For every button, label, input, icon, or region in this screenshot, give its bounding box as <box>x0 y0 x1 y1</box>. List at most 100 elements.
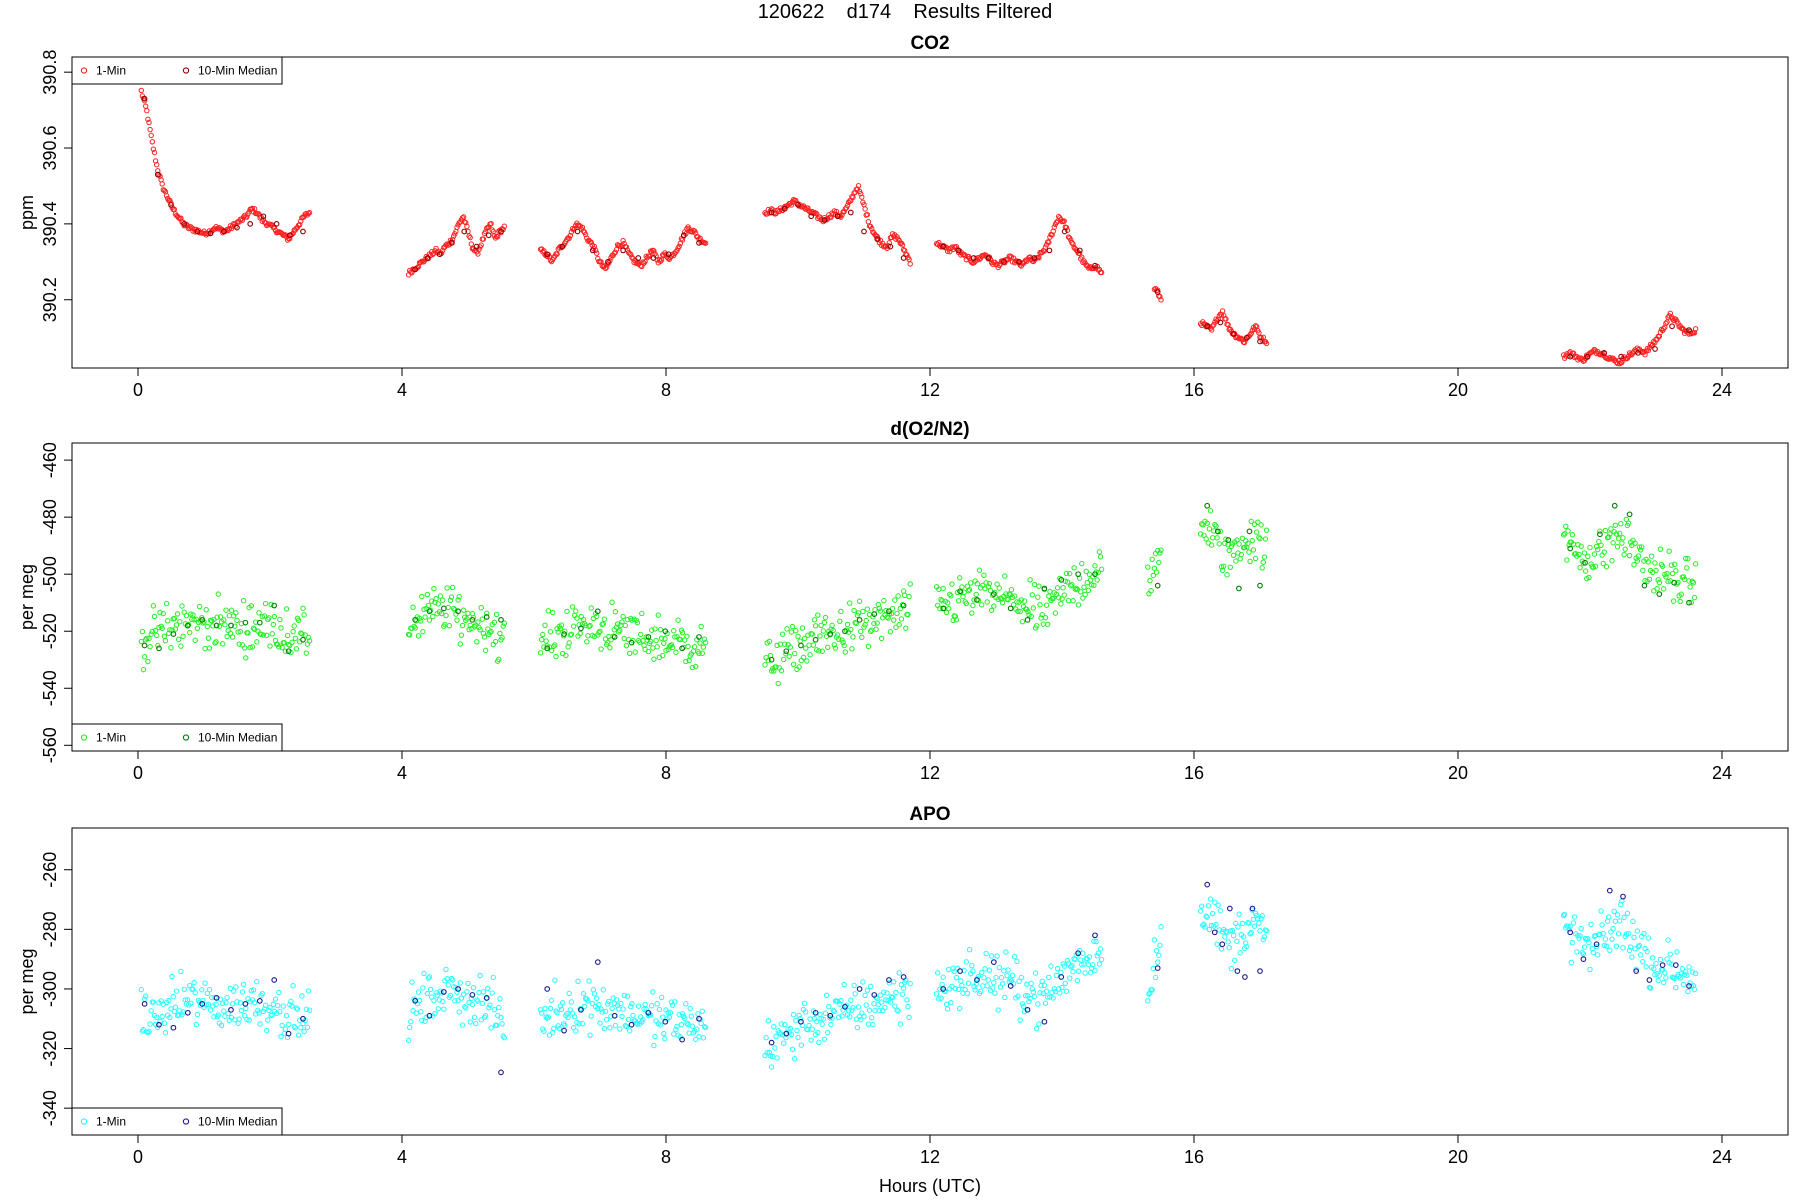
median-point <box>1001 258 1007 265</box>
minute-point <box>893 236 899 242</box>
minute-point <box>1224 929 1230 935</box>
minute-point <box>1684 972 1690 978</box>
minute-point <box>792 650 798 657</box>
minute-point <box>160 610 167 617</box>
minute-point <box>1659 563 1666 569</box>
minute-point <box>588 605 594 611</box>
median-point <box>768 1039 775 1046</box>
minute-point <box>239 989 246 995</box>
minute-point <box>788 629 795 635</box>
minute-point <box>773 1033 779 1040</box>
minute-point <box>1687 980 1693 986</box>
median-point <box>680 232 687 239</box>
apo-legend-marker-1min <box>80 1118 88 1125</box>
minute-point <box>1250 916 1257 923</box>
minute-point <box>1677 598 1683 605</box>
minute-point <box>811 617 818 623</box>
median-point <box>1249 905 1256 912</box>
median-point <box>156 645 162 652</box>
median-point <box>1672 962 1679 968</box>
minute-point <box>1207 896 1214 902</box>
minute-point <box>1602 936 1609 942</box>
median-point <box>970 255 977 261</box>
median-point <box>1641 582 1648 589</box>
minute-point <box>459 1022 466 1028</box>
minute-point <box>936 239 942 246</box>
o2n2-y-tick-label: -560 <box>40 727 60 763</box>
minute-point <box>612 1022 619 1029</box>
median-point <box>990 591 997 597</box>
co2-series-10min-median <box>141 95 1692 360</box>
minute-point <box>181 986 187 993</box>
minute-point <box>599 1009 605 1015</box>
o2n2-series-1min <box>138 508 1699 687</box>
minute-point <box>617 627 623 634</box>
minute-point <box>1615 931 1622 937</box>
minute-point <box>299 631 305 637</box>
minute-point <box>959 982 965 989</box>
minute-point <box>213 639 219 645</box>
minute-point <box>821 619 828 626</box>
minute-point <box>676 1011 682 1018</box>
minute-point <box>628 251 634 258</box>
minute-point <box>1259 565 1265 571</box>
minute-point <box>459 622 466 629</box>
minute-point <box>485 985 491 992</box>
apo-x-tick-label: 24 <box>1712 1147 1732 1167</box>
minute-point <box>152 627 159 634</box>
median-point <box>871 992 878 998</box>
minute-point <box>1635 943 1642 950</box>
median-point <box>561 631 567 637</box>
minute-point <box>842 649 848 655</box>
minute-point <box>803 1009 809 1015</box>
minute-point <box>1237 949 1243 956</box>
minute-point <box>1580 951 1587 957</box>
minute-point <box>662 1035 668 1042</box>
minute-point <box>1620 535 1626 541</box>
minute-point <box>1078 589 1084 595</box>
minute-point <box>894 610 900 617</box>
minute-point <box>305 634 312 641</box>
minute-point <box>1254 912 1260 919</box>
minute-point <box>410 604 416 610</box>
minute-point <box>1222 934 1228 940</box>
minute-point <box>893 989 899 996</box>
minute-point <box>1599 922 1605 928</box>
minute-point <box>179 1012 185 1018</box>
minute-point <box>1244 544 1250 550</box>
minute-point <box>788 1031 795 1038</box>
median-point <box>1656 591 1663 597</box>
minute-point <box>1097 946 1104 952</box>
minute-point <box>1151 565 1158 571</box>
minute-point <box>551 1025 557 1032</box>
apo-legend-label-10min-median: 10-Min Median <box>198 1115 277 1129</box>
minute-point <box>634 619 641 626</box>
minute-point <box>233 610 239 616</box>
minute-point <box>847 1014 853 1020</box>
minute-point <box>268 601 274 608</box>
minute-point <box>869 1015 875 1021</box>
minute-point <box>1248 518 1254 525</box>
minute-point <box>167 1014 173 1021</box>
median-point <box>412 998 419 1004</box>
minute-point <box>864 211 870 218</box>
apo-x-tick-label: 0 <box>133 1147 143 1167</box>
minute-point <box>806 1022 812 1029</box>
minute-point <box>1039 978 1045 984</box>
median-point <box>1075 950 1081 957</box>
minute-point <box>854 1024 861 1031</box>
minute-point <box>996 964 1002 971</box>
median-point <box>834 213 841 220</box>
o2n2-x-tick-label: 12 <box>920 763 940 783</box>
minute-point <box>848 997 854 1004</box>
minute-point <box>1214 535 1220 541</box>
median-point <box>168 202 174 208</box>
minute-point <box>771 1024 777 1030</box>
minute-point <box>982 966 988 972</box>
minute-point <box>1029 592 1036 598</box>
minute-point <box>1646 576 1653 583</box>
minute-point <box>1597 931 1603 938</box>
minute-point <box>1081 584 1087 590</box>
median-point <box>886 977 892 983</box>
median-point <box>1226 905 1233 912</box>
